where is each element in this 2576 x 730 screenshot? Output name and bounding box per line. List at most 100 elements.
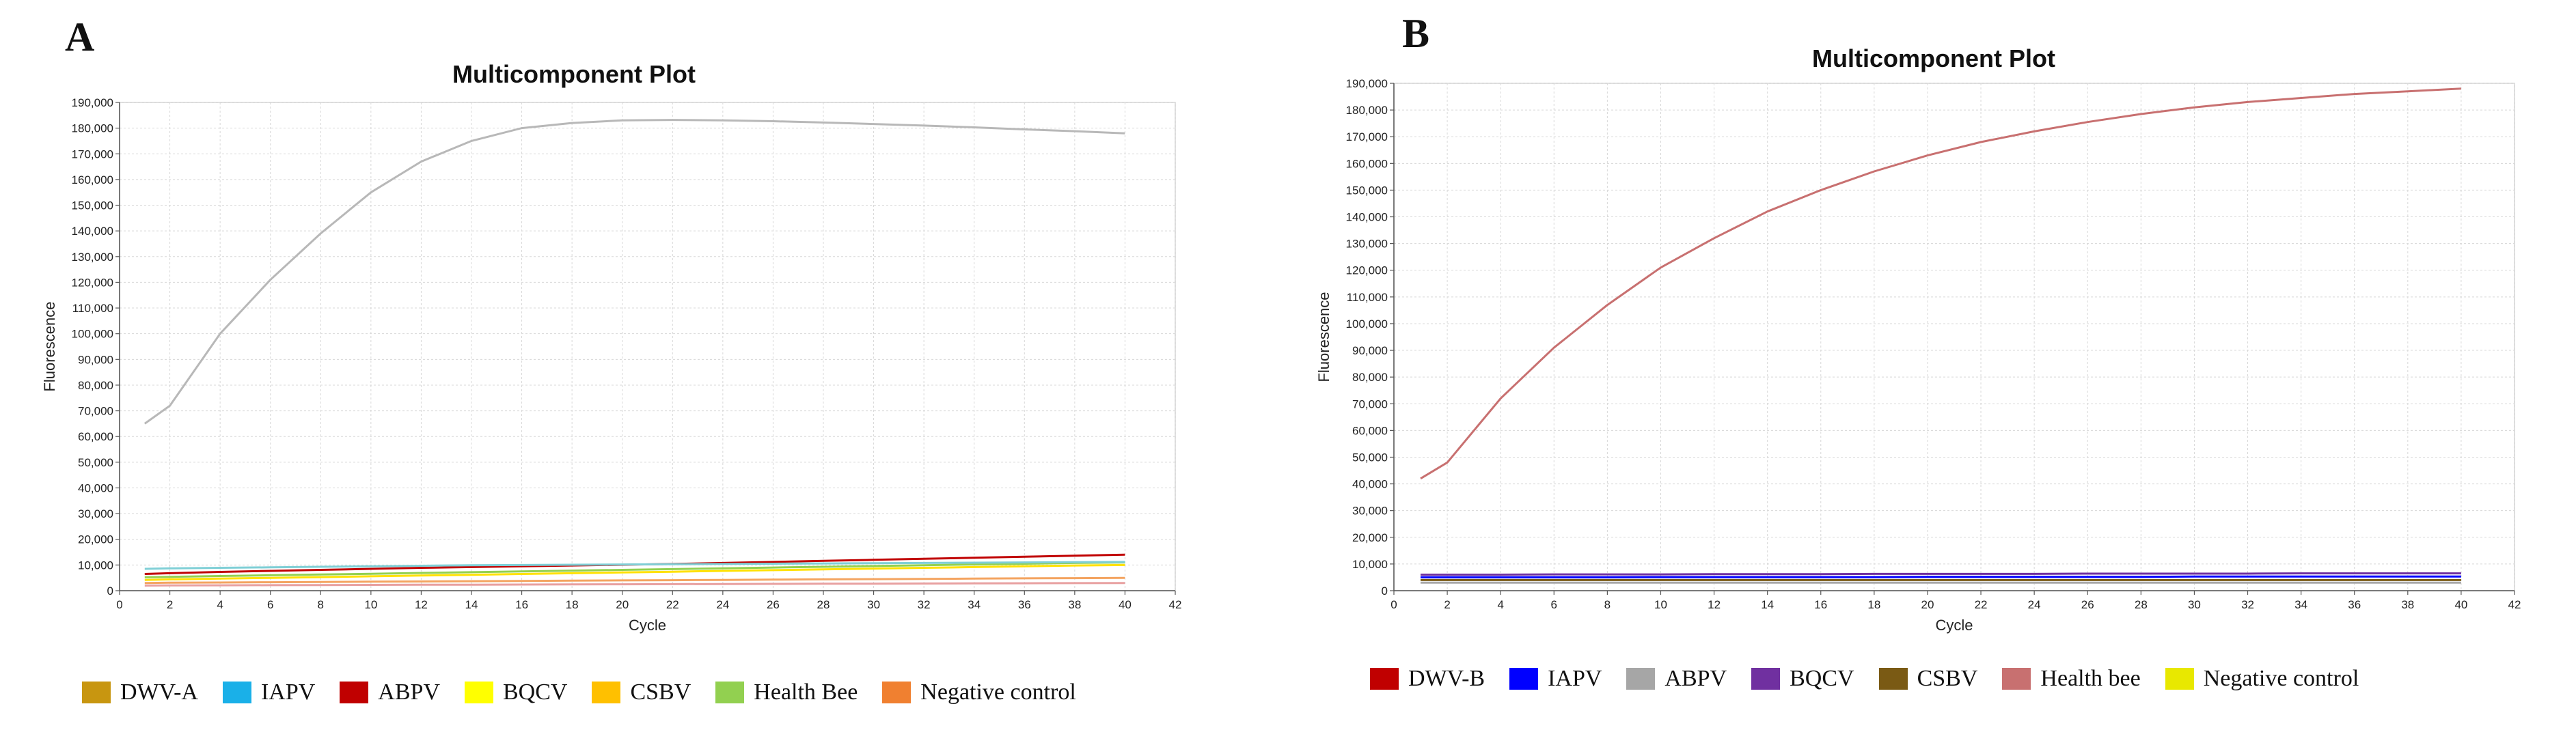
plot-area [1393,83,2515,591]
series-line-dominant [143,119,1125,425]
x-axis-title: Cycle [629,617,666,634]
x-tick-label: 14 [465,598,478,611]
x-tick-label: 18 [1867,598,1880,611]
legend-swatch [592,682,621,703]
legend-swatch [1509,668,1539,690]
legend-label: DWV-A [120,679,198,705]
legend-item: BQCV [465,679,567,705]
legend-label: Negative control [2203,666,2359,691]
y-tick-label: 90,000 [78,353,113,366]
y-tick-label: 40,000 [1352,478,1388,491]
y-tick-label: 120,000 [72,276,113,289]
x-tick-label: 32 [2241,598,2254,611]
x-tick-label: 4 [1497,598,1503,611]
legend-label: ABPV [1664,666,1727,691]
legend-item: DWV-A [82,679,198,705]
series-line-health-bee [1420,87,2461,480]
x-tick-label: 12 [1708,598,1721,611]
x-tick-label: 12 [415,598,428,611]
y-tick-label: 170,000 [72,148,113,160]
legend-label: DWV-B [1408,666,1485,691]
chart-title: Multicomponent Plot [1812,44,2055,72]
legend-label: Negative control [920,679,1076,705]
legend-item: Health Bee [715,679,858,705]
legend-item: Negative control [2165,666,2359,692]
series-line-bqcv [1421,572,2461,576]
x-tick-label: 34 [968,598,981,611]
x-tick-label: 38 [1068,598,1081,611]
y-tick-label: 120,000 [1346,264,1388,277]
x-tick-label: 30 [867,598,880,611]
chart-b: 0 10,000 20,000 30,000 40,000 50,000 60,000 70,… [1315,77,2521,634]
y-tick-label: 40,000 [78,481,113,494]
y-tick-label: 150,000 [72,199,113,212]
legend-label: BQCV [1790,666,1854,691]
y-tick-label: 110,000 [72,302,113,315]
x-tick-label: 22 [1975,598,1988,611]
x-tick-label: 20 [616,598,629,611]
y-tick-label: 20,000 [78,533,113,546]
x-tick-label: 6 [1551,598,1557,611]
legend-item: ABPV [340,679,440,705]
x-tick-label: 24 [716,598,729,611]
x-tick-label: 36 [1018,598,1031,611]
legend-item: CSBV [1878,666,1978,692]
x-tick-label: 28 [817,598,830,611]
legend-label: Health bee [2040,666,2141,691]
chart-title: Multicomponent Plot [452,60,696,88]
x-tick-label: 14 [1761,598,1774,611]
plot-area [119,102,1176,591]
y-tick-label: 100,000 [72,328,113,341]
legend-item: DWV-B [1370,666,1485,692]
panel-label: A [65,14,95,59]
legend-item: Negative control [882,679,1076,705]
x-tick-label: 26 [767,598,780,611]
x-tick-label: 22 [666,598,679,611]
legend: DWV-B IAPV ABPV BQCV CSBV Health bee Negative … [1370,666,2383,692]
y-tick-label: 160,000 [1346,157,1388,170]
y-tick-label: 70,000 [1352,397,1388,410]
y-tick-label: 10,000 [1352,558,1388,571]
x-tick-label: 24 [2028,598,2041,611]
x-tick-label: 30 [2188,598,2201,611]
y-tick-label: 170,000 [1346,130,1388,143]
legend-swatch [1370,668,1399,690]
x-tick-label: 2 [167,598,173,611]
series-line-iapv [1421,575,2461,578]
legend-label: IAPV [260,679,316,705]
legend-label: IAPV [1548,666,1602,691]
legend-item: IAPV [222,679,316,705]
legend-label: BQCV [503,679,568,705]
legend-item: IAPV [1509,666,1602,692]
y-tick-label: 50,000 [78,456,113,469]
y-tick-label: 110,000 [1347,291,1388,304]
x-tick-label: 4 [217,598,223,611]
y-tick-label: 70,000 [78,405,113,418]
x-tick-label: 16 [515,598,528,611]
legend-item: Health bee [2002,666,2141,692]
legend-swatch [222,682,251,703]
legend-swatch [82,682,111,703]
legend-item: BQCV [1751,666,1854,692]
x-tick-label: 8 [1604,598,1611,611]
x-tick-label: 42 [1169,598,1182,611]
y-tick-label: 80,000 [1352,371,1388,384]
legend-swatch [1751,668,1781,690]
y-tick-label: 30,000 [78,507,113,520]
y-tick-label: 130,000 [1346,238,1388,251]
x-tick-label: 10 [364,598,377,611]
x-tick-label: 2 [1444,598,1450,611]
y-tick-label: 180,000 [72,122,113,135]
series-line-orange-baseline [144,576,1125,585]
x-tick-label: 26 [2081,598,2094,611]
x-tick-label: 28 [2135,598,2148,611]
y-tick-label: 140,000 [1346,211,1388,224]
legend-label: CSBV [1917,666,1978,691]
series-line-yellow-baseline [144,563,1125,581]
y-tick-label: 60,000 [78,430,113,443]
panel-label: B [1402,11,1430,56]
y-tick-label: 60,000 [1352,424,1388,437]
y-tick-label: 90,000 [1352,344,1388,357]
y-tick-label: 10,000 [78,559,113,572]
y-axis-title: Fluorescence [1315,292,1332,382]
